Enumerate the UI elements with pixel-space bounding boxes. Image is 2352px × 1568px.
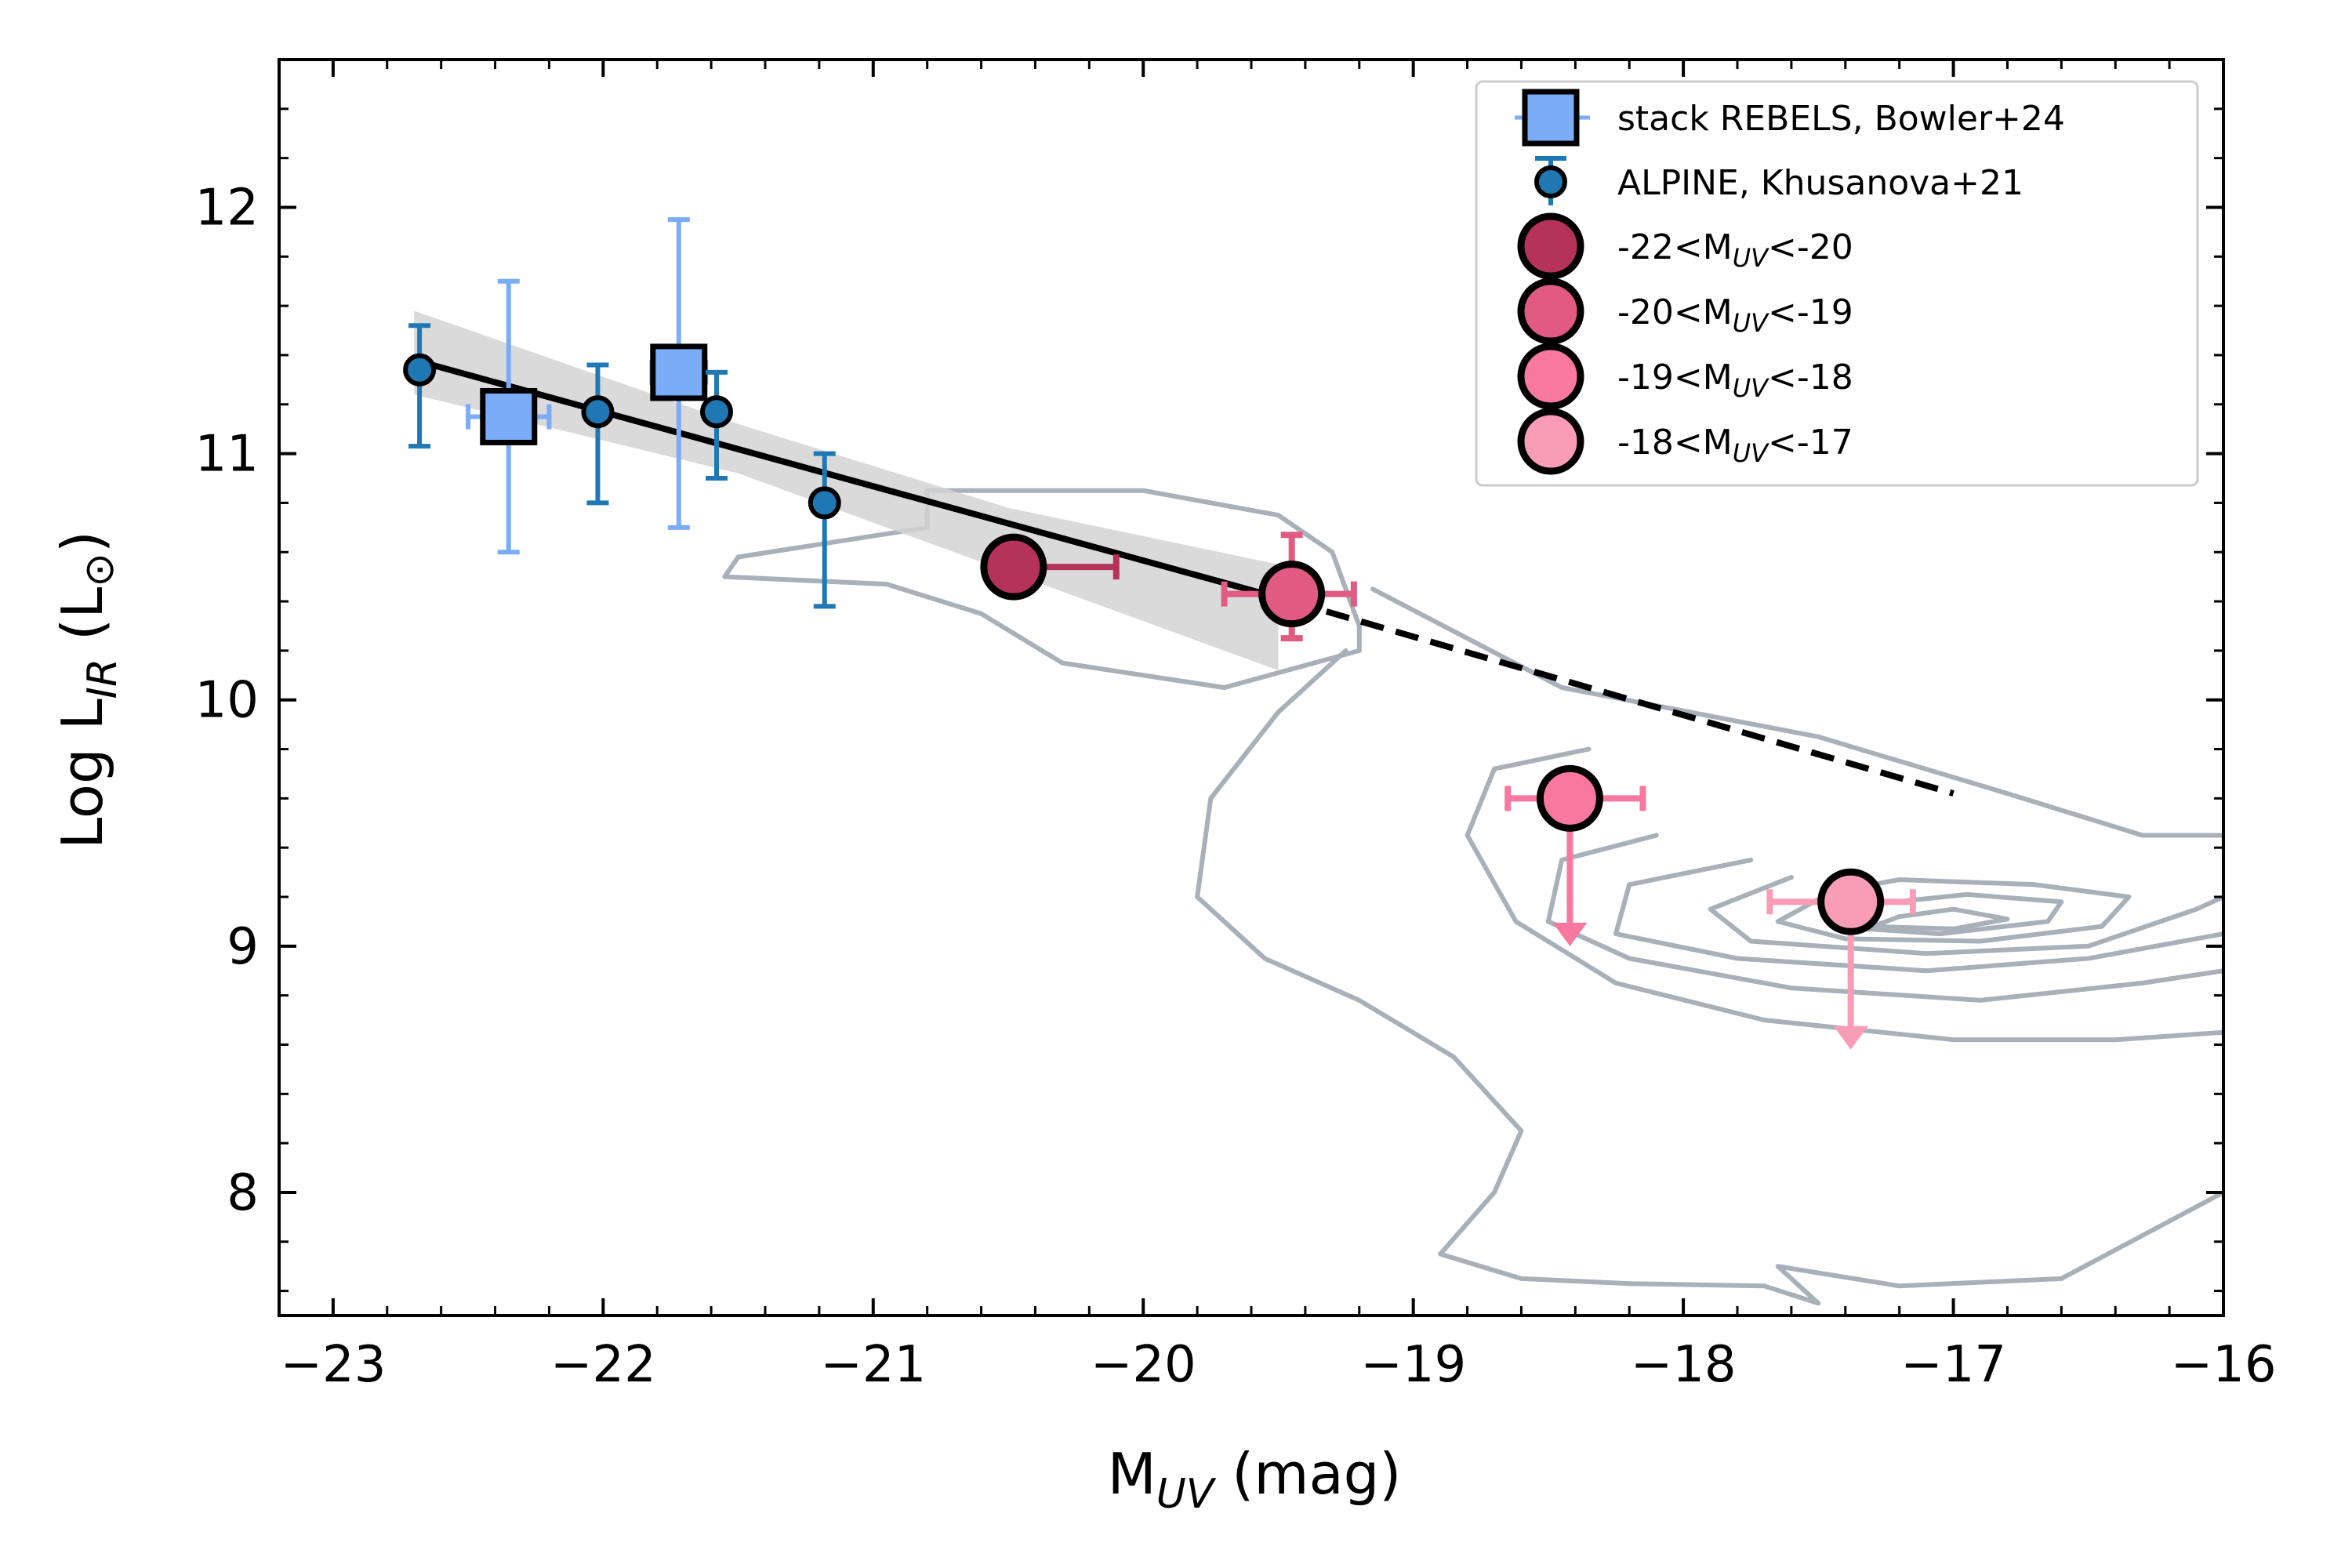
x-axis-title: MUV (mag) bbox=[1108, 1441, 1402, 1518]
legend-frame bbox=[1475, 80, 2199, 487]
legend-item-bin1: -22<MUV<-20 bbox=[1517, 212, 1853, 280]
legend-label-bin4: -18<MUV<-17 bbox=[1617, 423, 1853, 468]
x-tick-label-0: −23 bbox=[280, 1336, 386, 1394]
circle-marker-s1-p3 bbox=[808, 486, 841, 520]
contour-line-7 bbox=[1775, 877, 2132, 944]
legend-label-bin3: -19<MUV<-18 bbox=[1617, 358, 1853, 403]
x-tick-label-2: −21 bbox=[820, 1336, 926, 1394]
circle-marker-s1-p2 bbox=[700, 395, 733, 429]
contour-line-0 bbox=[722, 488, 1362, 690]
bin-marker-s5-p0 bbox=[1817, 868, 1885, 935]
legend-item-bin3: -19<MUV<-18 bbox=[1517, 343, 1853, 410]
contour-line-1 bbox=[1370, 586, 2223, 838]
bin-marker-s3-p0 bbox=[1258, 561, 1326, 628]
y-axis-title: Log LIR (L⊙) bbox=[49, 531, 126, 849]
bin-marker-s2-p0 bbox=[980, 533, 1047, 601]
square-marker-s0-p1 bbox=[650, 343, 708, 401]
legend-item-bin4: -18<MUV<-17 bbox=[1517, 408, 1853, 475]
points-layer bbox=[403, 217, 1916, 1050]
fit-line-solid bbox=[413, 357, 1293, 604]
x-tick-label-7: −16 bbox=[2170, 1336, 2276, 1394]
contour-line-4 bbox=[1545, 833, 2223, 1003]
circle-marker-s1-p0 bbox=[403, 353, 437, 387]
legend-label-rebels: stack REBELS, Bowler+24 bbox=[1617, 99, 2065, 139]
x-tick-label-5: −18 bbox=[1631, 1336, 1737, 1394]
legend-square-marker bbox=[1522, 89, 1580, 147]
contour-line-9 bbox=[1870, 906, 2010, 931]
contour-line-2 bbox=[1195, 648, 2223, 1306]
x-tick-label-6: −17 bbox=[1900, 1336, 2006, 1394]
y-tick-label-4: 12 bbox=[195, 179, 259, 237]
x-tick-label-1: −22 bbox=[550, 1336, 656, 1394]
square-marker-s0-p0 bbox=[480, 387, 538, 445]
bin-marker-s4-p0 bbox=[1536, 764, 1603, 832]
legend-item-rebels: stack REBELS, Bowler+24 bbox=[1515, 89, 2065, 147]
circle-marker-s1-p1 bbox=[581, 395, 615, 429]
contour-line-5 bbox=[1613, 857, 2223, 974]
legend-item-bin2: -20<MUV<-19 bbox=[1517, 278, 1853, 345]
upper-limit-arrow-s5-p0 bbox=[1833, 1025, 1868, 1050]
x-tick-label-4: −19 bbox=[1360, 1336, 1466, 1394]
legend-circle-marker bbox=[1534, 165, 1567, 198]
fit-band-layer bbox=[414, 310, 1279, 670]
contour-line-3 bbox=[1465, 746, 2223, 1043]
legend-bin4-marker bbox=[1517, 408, 1584, 475]
contour-layer bbox=[722, 488, 2223, 1306]
fit-line-layer bbox=[413, 357, 1955, 797]
legend-item-alpine: ALPINE, Khusanova+21 bbox=[1534, 156, 2024, 205]
contour-line-6 bbox=[1708, 874, 2223, 956]
legend-label-alpine: ALPINE, Khusanova+21 bbox=[1617, 163, 2024, 203]
legend-bin2-marker bbox=[1517, 278, 1584, 345]
legend-bin1-marker bbox=[1517, 212, 1584, 280]
y-tick-label-3: 11 bbox=[195, 426, 259, 484]
legend-label-bin1: -22<MUV<-20 bbox=[1617, 227, 1853, 273]
axes-layer: −23 −22 −21 −20 −19 −18 −17 −16 8 9 10 11 12 bbox=[195, 58, 2277, 1394]
fit-line-dashed bbox=[1290, 598, 1955, 797]
legend: stack REBELS, Bowler+24 ALPINE, Khusanov… bbox=[1475, 80, 2199, 487]
legend-bin3-marker bbox=[1517, 343, 1584, 410]
x-tick-label-3: −20 bbox=[1091, 1336, 1196, 1394]
upper-limit-arrow-s4-p0 bbox=[1552, 922, 1588, 946]
y-tick-label-1: 9 bbox=[227, 918, 259, 976]
y-tick-label-0: 8 bbox=[227, 1164, 259, 1222]
y-tick-label-2: 10 bbox=[195, 672, 259, 730]
fit-confidence-band bbox=[414, 310, 1279, 670]
legend-label-bin2: -20<MUV<-19 bbox=[1617, 292, 1853, 338]
